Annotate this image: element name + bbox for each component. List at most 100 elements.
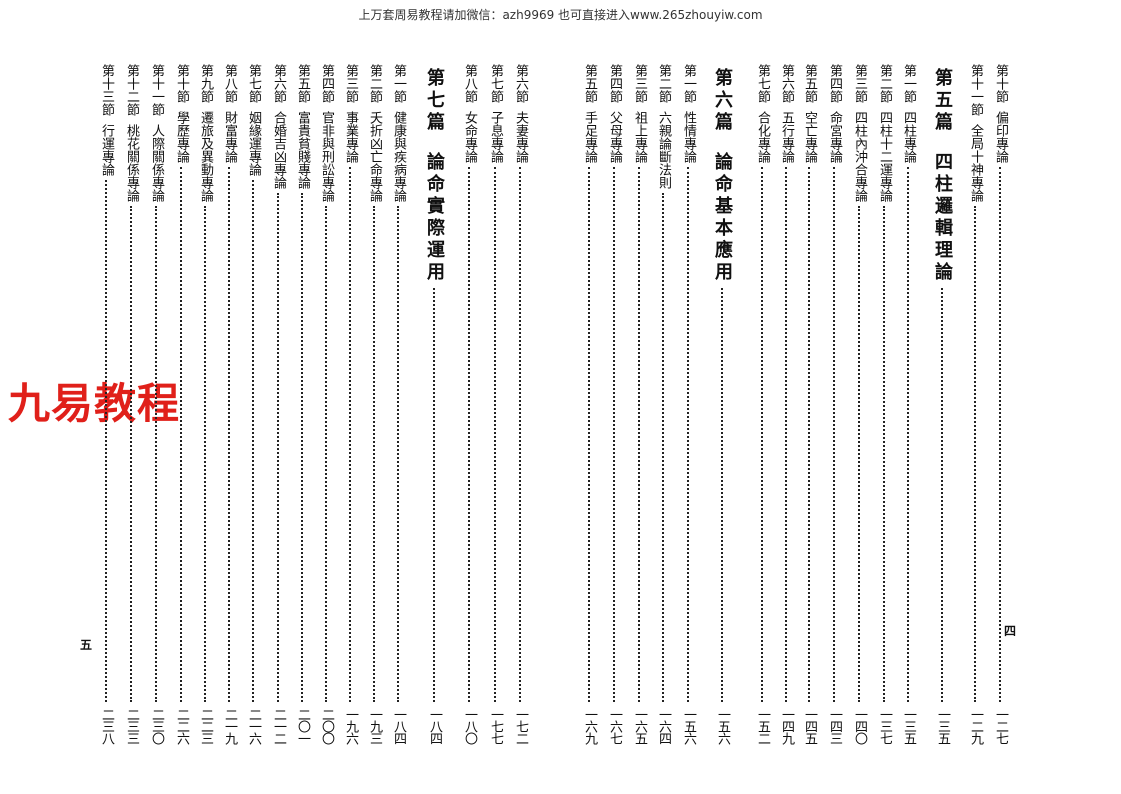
entry-page-number: 一六七	[607, 708, 622, 744]
entry-label: 第五篇	[932, 68, 953, 134]
entry-page-number: 二三八	[99, 708, 114, 744]
dot-leader	[687, 167, 689, 702]
toc-section-entry: 第八節女命專論 一八〇	[458, 64, 480, 744]
entry-title: 姻緣運專論	[246, 111, 261, 176]
entry-heading: 第八節財富專論	[218, 64, 240, 163]
entry-heading: 第十節偏印專論	[989, 64, 1011, 163]
toc-section-entry: 第九節遷旅及異動專論 二二三	[194, 64, 216, 744]
entry-title: 子息專論	[488, 111, 503, 163]
entry-label: 第二節	[656, 64, 671, 103]
entry-label: 第四節	[319, 64, 334, 103]
entry-page-number: 二二六	[174, 708, 189, 744]
entry-heading: 第五篇四柱邏輯理論	[931, 68, 953, 284]
entry-page-number: 二一九	[222, 708, 237, 744]
page-number-left: 五	[80, 638, 93, 652]
entry-page-number: 一四九	[779, 708, 794, 744]
toc-section-entry: 第十三節行運專論二三八	[95, 64, 117, 744]
toc-section-entry: 第二節四柱十二運專論 一三七	[873, 64, 895, 744]
toc-section-entry: 第三節祖上專論一六五	[628, 64, 650, 744]
entry-label: 第四節	[607, 64, 622, 103]
entry-page-number: 一五六	[681, 708, 696, 744]
entry-heading: 第四節命宮專論	[823, 64, 845, 163]
entry-title: 論命實際運用	[424, 152, 445, 284]
entry-heading: 第六節夫妻專論	[509, 64, 531, 163]
entry-page-number: 一四五	[802, 708, 817, 744]
entry-label: 第一節	[391, 64, 406, 103]
entry-label: 第七節	[246, 64, 261, 103]
entry-page-number: 二一二	[271, 708, 286, 744]
entry-page-number: 一九六	[343, 708, 358, 744]
dot-leader	[588, 167, 590, 702]
entry-page-number: 一六四	[656, 708, 671, 744]
entry-title: 財富專論	[222, 111, 237, 163]
entry-label: 第六節	[271, 64, 286, 103]
entry-heading: 第四節父母專論	[603, 64, 625, 163]
entry-label: 第三節	[632, 64, 647, 103]
toc-part-entry: 第七篇論命實際運用 一八四	[423, 64, 445, 744]
dot-leader	[907, 167, 909, 702]
entry-label: 第八節	[222, 64, 237, 103]
toc-section-entry: 第三節四柱內沖合專論 一四〇	[848, 64, 870, 744]
page-number-right: 四	[1004, 624, 1017, 638]
entry-title: 合化專論	[755, 111, 770, 163]
toc-section-entry: 第一節健康與疾病專論 一八四	[387, 64, 409, 744]
watermark-banner: 上万套周易教程请加微信：azh9969 也可直接进入www.265zhouyiw…	[358, 8, 763, 22]
dot-leader	[468, 167, 470, 702]
toc-section-entry: 第七節合化專論 一五二	[751, 64, 773, 744]
dot-leader	[761, 167, 763, 702]
entry-heading: 第十三節行運專論	[95, 64, 117, 176]
entry-label: 第十節	[993, 64, 1008, 103]
dot-leader	[397, 206, 399, 702]
entry-heading: 第一節四柱專論	[897, 64, 919, 163]
entry-heading: 第十一節人際關係專論	[145, 64, 167, 202]
entry-heading: 第九節遷旅及異動專論	[194, 64, 216, 202]
dot-leader	[277, 193, 279, 702]
entry-title: 富貴貧賤專論	[295, 111, 310, 189]
dot-leader	[155, 206, 157, 702]
entry-heading: 第五節空亡專論	[798, 64, 820, 163]
entry-title: 五行專論	[779, 111, 794, 163]
entry-page-number: 一二七	[993, 708, 1008, 744]
entry-page-number: 一三五	[901, 708, 916, 744]
dot-leader	[808, 167, 810, 702]
dot-leader	[883, 206, 885, 702]
entry-heading: 第六篇論命基本應用	[711, 68, 733, 284]
dot-leader	[494, 167, 496, 702]
entry-title: 官非與刑訟專論	[319, 111, 334, 202]
dot-leader	[325, 206, 327, 702]
entry-label: 第五節	[582, 64, 597, 103]
entry-page-number: 二〇一	[295, 708, 310, 744]
entry-label: 第十一節	[968, 64, 983, 116]
toc-section-entry: 第六節五行專論一四九	[775, 64, 797, 744]
entry-label: 第七節	[755, 64, 770, 103]
entry-page-number: 一三七	[877, 708, 892, 744]
dot-leader	[105, 180, 107, 702]
dot-leader	[974, 206, 976, 702]
entry-heading: 第六節五行專論	[775, 64, 797, 163]
entry-heading: 第八節女命專論	[458, 64, 480, 163]
entry-label: 第一節	[681, 64, 696, 103]
dot-leader	[180, 167, 182, 702]
entry-title: 祖上專論	[632, 111, 647, 163]
dot-leader	[130, 206, 132, 702]
dot-leader	[519, 167, 521, 702]
toc-section-entry: 第三節事業專論 一九六	[339, 64, 361, 744]
toc-section-entry: 第五節空亡專論一四五	[798, 64, 820, 744]
watermark-logo: 九易教程	[8, 379, 181, 428]
entry-label: 第一節	[901, 64, 916, 103]
entry-title: 健康與疾病專論	[391, 111, 406, 202]
entry-heading: 第四節官非與刑訟專論	[315, 64, 337, 202]
dot-leader	[373, 206, 375, 702]
entry-heading: 第五節手足專論	[578, 64, 600, 163]
entry-heading: 第一節性情專論	[677, 64, 699, 163]
dot-leader	[833, 167, 835, 702]
toc-section-entry: 第六節夫妻專論 一七二	[509, 64, 531, 744]
entry-page-number: 一六五	[632, 708, 647, 744]
entry-label: 第十一節	[149, 64, 164, 116]
toc-section-entry: 第十節學歷專論 二二六	[170, 64, 192, 744]
entry-heading: 第七節子息專論	[484, 64, 506, 163]
toc-section-entry: 第八節財富專論二一九	[218, 64, 240, 744]
entry-title: 遷旅及異動專論	[198, 111, 213, 202]
entry-title: 人際關係專論	[149, 124, 164, 202]
entry-page-number: 一五六	[715, 708, 730, 744]
